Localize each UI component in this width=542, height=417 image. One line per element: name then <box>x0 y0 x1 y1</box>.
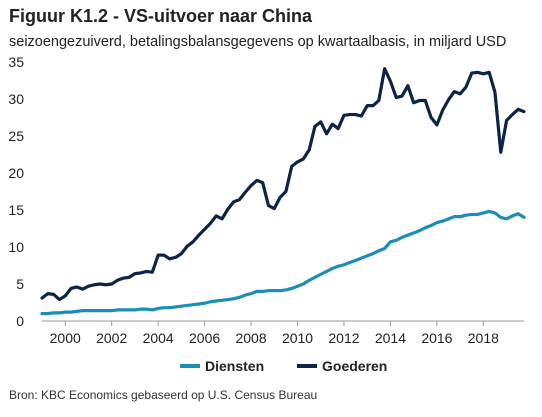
y-tick-label: 0 <box>16 313 24 329</box>
source-note: Bron: KBC Economics gebaseerd op U.S. Ce… <box>9 388 318 402</box>
y-tick-label: 25 <box>8 128 24 144</box>
legend-label-goederen: Goederen <box>322 358 387 374</box>
x-tick-label: 2008 <box>235 330 266 346</box>
x-tick-label: 2002 <box>96 330 127 346</box>
y-tick-label: 5 <box>16 276 24 292</box>
x-tick-label: 2012 <box>328 330 359 346</box>
series-line-goederen <box>40 67 526 302</box>
x-tick-label: 2000 <box>50 330 81 346</box>
y-tick-label: 15 <box>8 202 24 218</box>
axes: 0 5 10 15 20 25 30 35 2000 2002 2004 2006 2008 2010 20… <box>8 54 524 346</box>
y-tick-label: 20 <box>8 165 24 181</box>
series-lines <box>40 67 526 316</box>
legend-label-diensten: Diensten <box>205 358 264 374</box>
y-tick-label: 35 <box>8 54 24 70</box>
series-line-diensten <box>40 209 526 316</box>
x-tick-label: 2014 <box>375 330 406 346</box>
y-tick-label: 10 <box>8 239 24 255</box>
legend: Diensten Goederen <box>180 358 387 374</box>
x-tick-label: 2018 <box>468 330 499 346</box>
y-tick-label: 30 <box>8 91 24 107</box>
chart-title: Figuur K1.2 - VS-uitvoer naar China <box>9 6 313 26</box>
x-tick-label: 2016 <box>421 330 452 346</box>
x-tick-label: 2006 <box>189 330 220 346</box>
chart-subtitle: seizoengezuiverd, betalingsbalansgegeven… <box>9 34 507 50</box>
x-tick-label: 2004 <box>143 330 174 346</box>
x-tick-label: 2010 <box>282 330 313 346</box>
